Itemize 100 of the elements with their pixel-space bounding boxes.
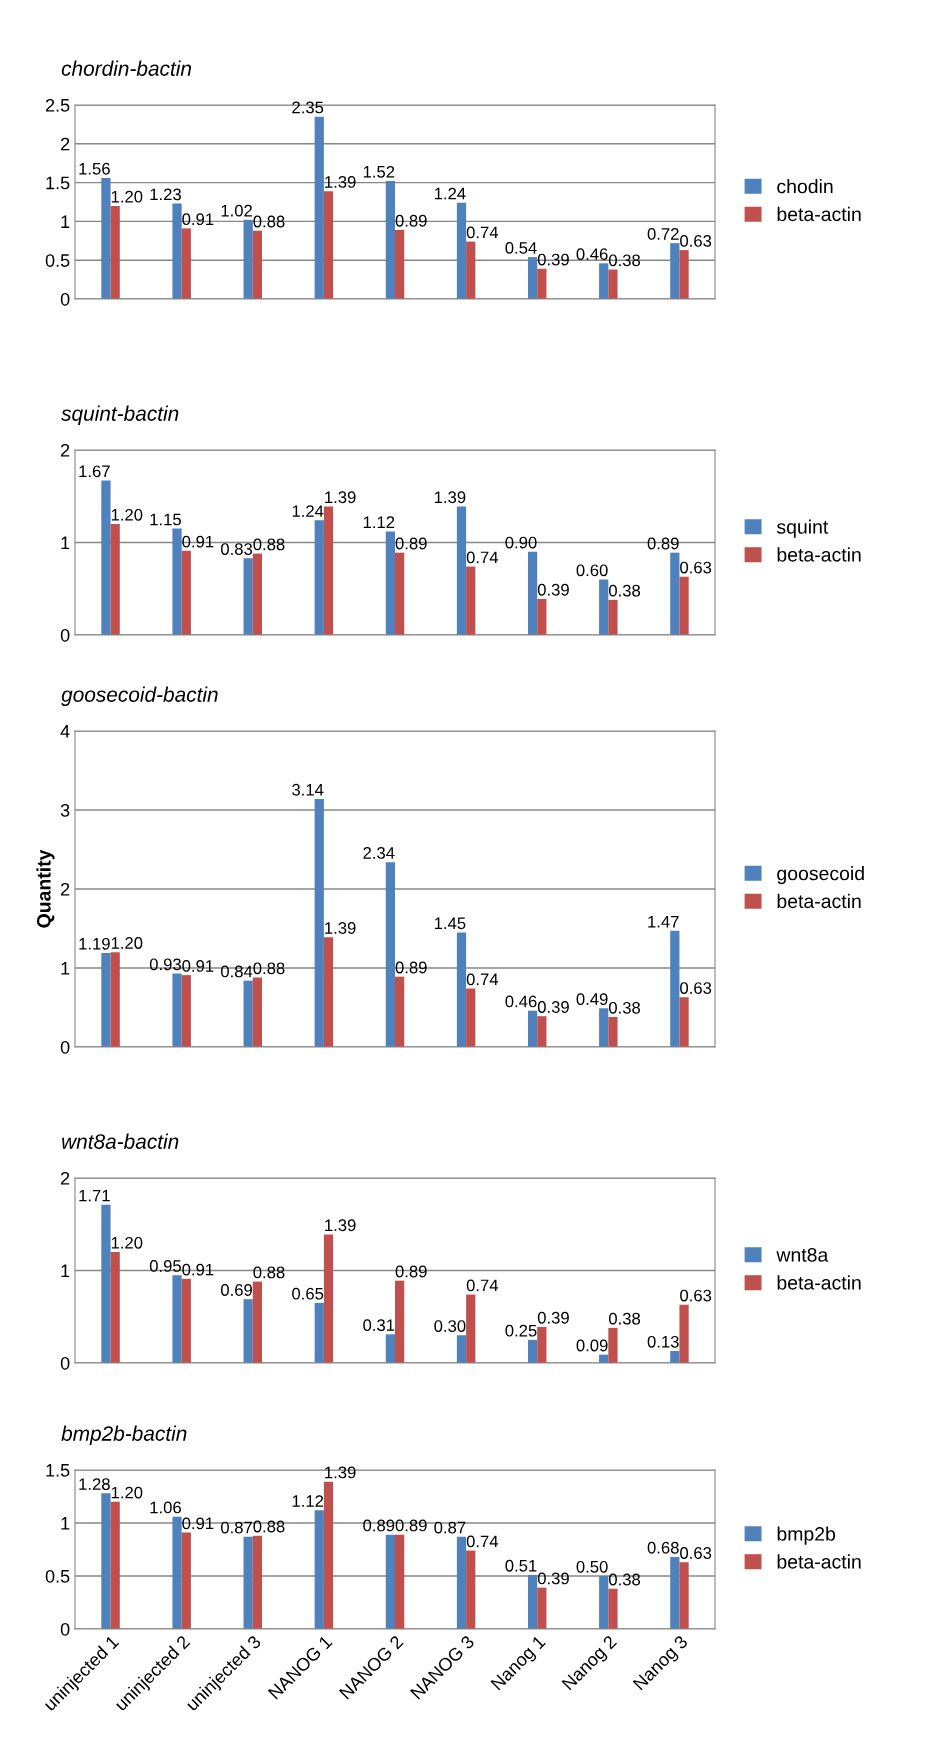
- bar: [395, 552, 405, 635]
- legend-label: beta-actin: [777, 1554, 861, 1569]
- bar: [599, 1008, 609, 1047]
- bar: [110, 1501, 120, 1629]
- legend-label: goosecoid: [777, 866, 864, 885]
- data-label: 0.69: [220, 1284, 252, 1296]
- bar: [670, 1556, 680, 1629]
- data-label: 1.20: [111, 937, 143, 949]
- data-label: 1.39: [325, 491, 356, 504]
- data-label: 0.95: [149, 1260, 181, 1272]
- bar: [395, 976, 405, 1047]
- bar: [395, 1280, 405, 1363]
- bar: [385, 531, 395, 635]
- data-label: 0.91: [182, 1517, 214, 1530]
- bar: [466, 1550, 476, 1629]
- data-label: 0.39: [537, 1001, 569, 1013]
- data-label: 0.88: [253, 538, 285, 551]
- y-tick-label: 3: [60, 803, 70, 817]
- y-tick-label: 2: [61, 443, 70, 457]
- bar: [466, 988, 476, 1047]
- data-label: 0.88: [253, 1520, 285, 1533]
- y-tick-label: 1.5: [46, 176, 70, 190]
- data-label: 0.72: [647, 228, 679, 240]
- data-label: 0.63: [680, 982, 712, 994]
- bar: [537, 268, 547, 299]
- data-label: 1.39: [325, 922, 356, 934]
- data-label: 0.91: [182, 535, 214, 548]
- bar: [110, 952, 120, 1047]
- y-tick-label: 0.5: [45, 1569, 70, 1583]
- bar: [527, 1010, 538, 1047]
- legend-label: beta-actin: [777, 206, 861, 222]
- bar: [172, 973, 182, 1047]
- data-label: 3.14: [292, 783, 324, 796]
- bar: [101, 480, 111, 635]
- data-label: 0.90: [505, 536, 537, 549]
- bar: [314, 1510, 324, 1629]
- legend-label: beta-actin: [777, 893, 861, 909]
- bar: [466, 566, 476, 635]
- bar: [252, 1535, 263, 1629]
- data-label: 1.67: [79, 465, 110, 478]
- chart-title: chordin-bactin: [61, 60, 192, 76]
- bar: [527, 1574, 538, 1629]
- bar: [385, 1534, 395, 1629]
- data-label: 0.38: [608, 254, 641, 267]
- bar: [599, 579, 609, 635]
- bar: [101, 952, 111, 1047]
- data-label: 2.35: [292, 101, 324, 114]
- data-label: 1.06: [150, 1501, 181, 1514]
- y-tick-label: 0: [60, 1622, 70, 1636]
- y-tick-label: 4: [60, 725, 70, 738]
- bar: [537, 1326, 547, 1363]
- chart-title: squint-bactin: [61, 405, 179, 425]
- bar: [323, 1481, 334, 1629]
- legend-label: bmp2b: [777, 1526, 836, 1545]
- data-label: 0.51: [505, 1559, 537, 1572]
- data-label: 0.38: [608, 584, 641, 597]
- bar: [181, 1532, 191, 1629]
- data-label: 0.88: [253, 962, 285, 975]
- y-tick-label: 2: [61, 882, 70, 896]
- y-tick-label: 2: [61, 1171, 70, 1185]
- bar: [385, 862, 395, 1047]
- bar: [181, 1278, 191, 1363]
- data-label: 2.34: [363, 847, 395, 859]
- data-label: 1.19: [79, 937, 110, 950]
- y-tick-label: 0.5: [45, 254, 70, 267]
- bar: [252, 553, 263, 635]
- bar: [385, 181, 395, 299]
- data-label: 0.84: [220, 965, 253, 978]
- data-label: 0.89: [395, 1519, 427, 1532]
- data-label: 0.74: [466, 1279, 499, 1292]
- y-tick-label: 1: [61, 215, 70, 228]
- bar: [172, 203, 182, 299]
- data-label: 1.56: [79, 162, 110, 175]
- data-label: 0.83: [220, 543, 253, 555]
- bar: [314, 798, 324, 1047]
- bar: [537, 1587, 547, 1629]
- data-label: 1.28: [79, 1478, 110, 1491]
- data-label: 0.09: [576, 1339, 608, 1352]
- legend-label: beta-actin: [777, 1275, 861, 1290]
- bar: [252, 230, 263, 299]
- data-label: 0.88: [253, 1266, 285, 1279]
- data-label: 0.63: [680, 1289, 712, 1302]
- y-tick-label: 1: [61, 536, 70, 550]
- data-label: 0.87: [434, 1521, 466, 1534]
- data-label: 0.74: [466, 551, 499, 564]
- bar: [110, 1252, 120, 1363]
- legend-label: squint: [776, 519, 829, 538]
- bar: [110, 524, 120, 635]
- bar: [181, 550, 191, 635]
- data-label: 1.39: [325, 176, 356, 188]
- data-label: 1.02: [221, 204, 252, 217]
- bar: [670, 243, 680, 299]
- data-label: 0.65: [292, 1287, 324, 1300]
- data-label: 0.63: [680, 561, 712, 574]
- bar: [181, 228, 191, 299]
- data-label: 1.47: [648, 915, 679, 928]
- bar: [599, 263, 609, 299]
- data-label: 0.89: [647, 537, 679, 550]
- bar: [608, 1588, 618, 1629]
- data-label: 1.24: [434, 187, 466, 200]
